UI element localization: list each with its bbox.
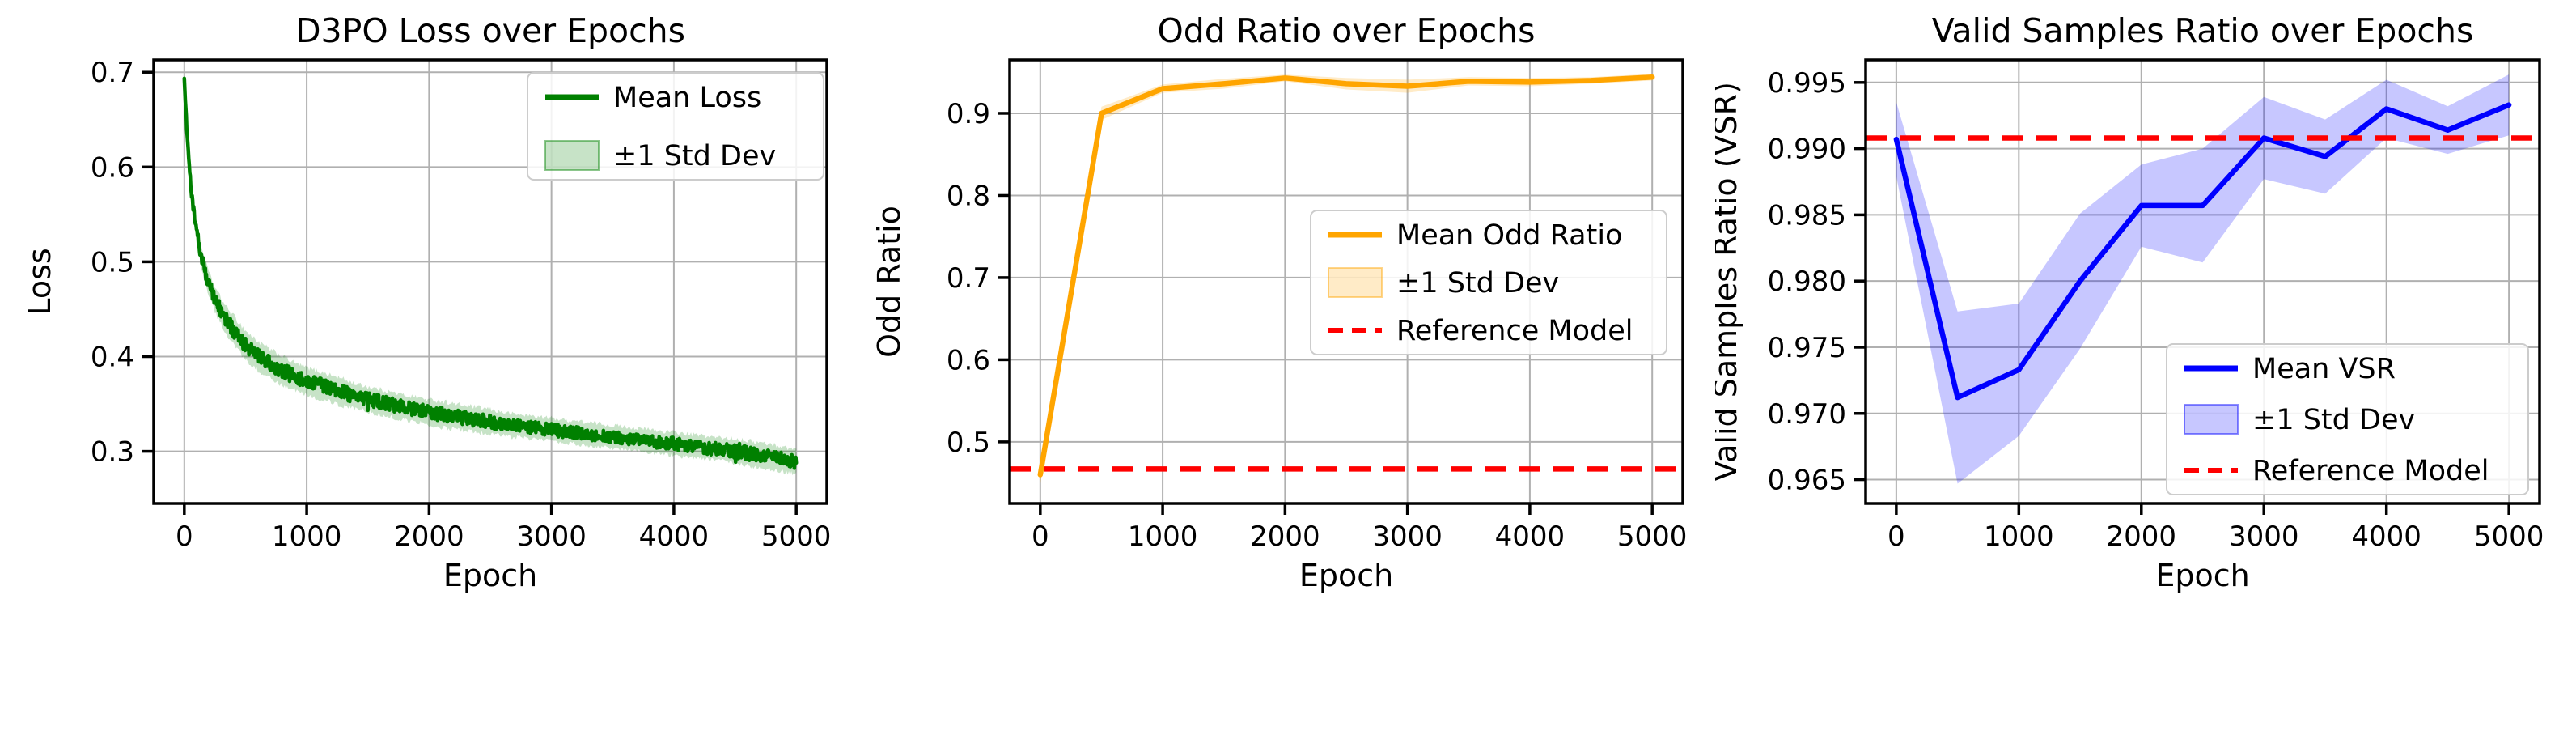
loss-y-tick-label: 0.6 [91,151,134,184]
loss-legend-label: Mean Loss [613,82,761,114]
loss-plot-area [182,74,799,476]
vsr-legend-label: ±1 Std Dev [2252,404,2415,436]
vsr-chart-title: Valid Samples Ratio over Epochs [1932,11,2474,50]
loss-legend-label: ±1 Std Dev [613,140,776,172]
odd-ratio-legend-box [1310,210,1667,355]
vsr-x-tick-label: 4000 [2351,520,2421,553]
odd-ratio-x-tick-label: 3000 [1372,520,1443,553]
loss-x-tick-label: 3000 [516,520,587,553]
odd-ratio-mean-line [1037,74,1655,478]
vsr-y-tick-label: 0.990 [1768,134,1846,166]
vsr-y-tick-label: 0.965 [1768,465,1846,497]
odd-ratio-y-tick-label: 0.7 [947,262,990,295]
loss-x-tick-label: 0 [176,520,193,553]
loss-x-tick-label: 4000 [639,520,710,553]
odd-ratio-y-tick-label: 0.8 [947,180,990,212]
vsr-x-tick-label: 2000 [2107,520,2177,553]
odd-ratio-legend: Mean Odd Ratio ±1 Std Dev Reference Model [1310,210,1667,355]
vsr-legend-label: Mean VSR [2252,353,2396,385]
vsr-x-tick-label: 3000 [2229,520,2299,553]
vsr-mean-line [1893,102,2512,401]
odd-ratio-y-tick-label: 0.6 [947,344,990,376]
vsr-legend-patch-swatch [2184,404,2239,435]
vsr-plot-area [1866,74,2540,484]
odd-ratio-x-tick-label: 2000 [1250,520,1320,553]
vsr-legend: Mean VSR ±1 Std Dev Reference Model [2166,343,2529,495]
loss-legend-box [527,72,824,181]
odd-ratio-legend-label: Mean Odd Ratio [1396,219,1622,252]
vsr-x-tick-label: 0 [1888,520,1905,553]
odd-ratio-y-axis-label: Odd Ratio [871,206,907,358]
vsr-legend-label: Reference Model [2252,455,2489,487]
vsr-chart: 0 1000 2000 3000 4000 5000 0.965 0.970 0.975 0.98… [1708,11,2544,593]
loss-x-tick-label: 2000 [394,520,464,553]
loss-y-axis-label: Loss [22,248,57,315]
loss-y-tick-label: 0.3 [91,436,134,469]
odd-ratio-axes-spines [1008,58,1684,505]
loss-y-tick-label: 0.7 [91,57,134,89]
vsr-y-tick-label: 0.995 [1768,67,1846,100]
odd-ratio-chart-title: Odd Ratio over Epochs [1157,11,1535,50]
loss-y-tick-label: 0.4 [91,342,134,374]
odd-ratio-plot-area [1010,74,1683,485]
odd-ratio-legend-label: ±1 Std Dev [1396,267,1559,300]
loss-legend: Mean Loss ±1 Std Dev [527,72,824,181]
odd-ratio-x-tick-label: 1000 [1128,520,1198,553]
vsr-y-tick-label: 0.970 [1768,398,1846,431]
vsr-x-tick-label: 1000 [1984,520,2054,553]
loss-x-tick-label: 5000 [761,520,832,553]
odd-ratio-x-tick-label: 0 [1032,520,1049,553]
odd-ratio-ticks: 0 1000 2000 3000 4000 5000 0.5 0.6 0.7 0.8 0.9 [947,98,1688,553]
loss-chart-title: D3PO Loss over Epochs [295,11,685,50]
odd-ratio-y-tick-label: 0.5 [947,427,990,459]
loss-y-tick-label: 0.5 [91,246,134,278]
chart-slot-valid-samples-ratio: 0 1000 2000 3000 4000 5000 0.965 0.970 0.975 0.98… [1708,0,2576,618]
odd-ratio-x-tick-label: 5000 [1617,520,1688,553]
loss-legend-patch-swatch [544,140,600,171]
odd-ratio-x-axis-label: Epoch [1299,558,1393,593]
vsr-y-tick-label: 0.975 [1768,332,1846,364]
chart-slot-odd-ratio: 0 1000 2000 3000 4000 5000 0.5 0.6 0.7 0.8 0.9 Odd … [858,0,1715,618]
vsr-y-axis-label: Valid Samples Ratio (VSR) [1715,82,1743,482]
loss-ticks: 0 1000 2000 3000 4000 5000 0.3 0.4 0.5 0.6 0.7 [91,57,832,553]
vsr-std-band [1896,74,2510,484]
vsr-ticks: 0 1000 2000 3000 4000 5000 0.965 0.970 0.975 0.98… [1768,67,2544,553]
vsr-x-axis-label: Epoch [2155,558,2249,593]
loss-mean-line [182,76,799,470]
vsr-y-tick-label: 0.985 [1768,199,1846,232]
odd-ratio-x-tick-label: 4000 [1495,520,1566,553]
loss-x-axis-label: Epoch [443,558,537,593]
odd-ratio-chart: 0 1000 2000 3000 4000 5000 0.5 0.6 0.7 0.8 0.9 Odd … [871,11,1688,593]
loss-axes-spines [152,58,828,505]
odd-ratio-y-tick-label: 0.9 [947,98,990,130]
vsr-legend-box [2166,343,2529,495]
loss-chart: 0 1000 2000 3000 4000 5000 0.3 0.4 0.5 0.6 0.7 D3PO… [22,11,832,593]
odd-ratio-legend-patch-swatch [1328,267,1383,298]
vsr-y-tick-label: 0.980 [1768,266,1846,298]
loss-x-tick-label: 1000 [272,520,342,553]
chart-slot-d3po-loss: 0 1000 2000 3000 4000 5000 0.3 0.4 0.5 0.6 0.7 D3PO… [0,0,858,618]
vsr-x-tick-label: 5000 [2474,520,2544,553]
odd-ratio-legend-label: Reference Model [1396,315,1633,347]
